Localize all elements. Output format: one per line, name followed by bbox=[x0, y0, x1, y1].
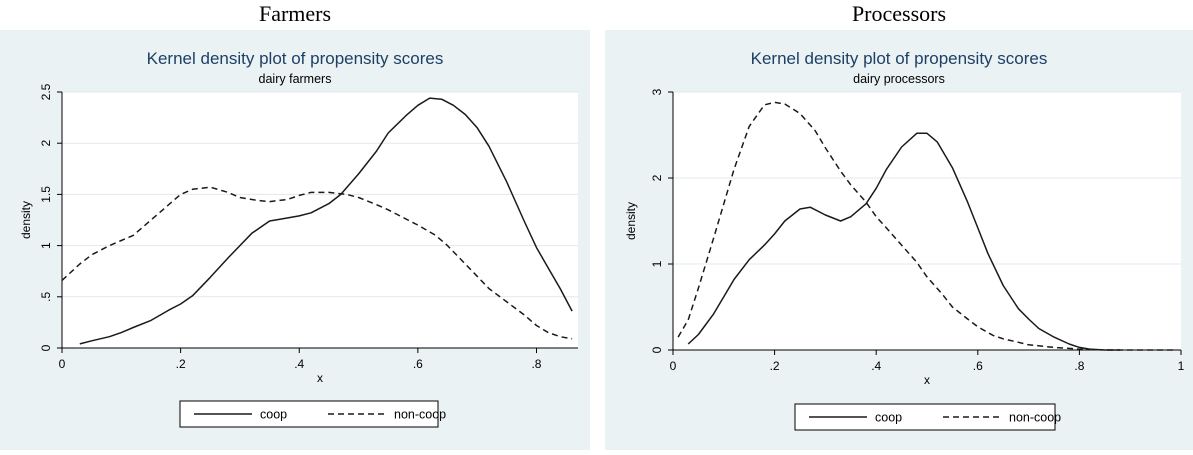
processors-legend-label-coop: coop bbox=[875, 411, 902, 425]
farmers-chart-svg: Kernel density plot of propensity scores… bbox=[0, 30, 590, 450]
farmers-x-tick-label: .4 bbox=[294, 357, 304, 371]
farmers-y-tick-label: 1.5 bbox=[39, 186, 53, 203]
farmers-plot-area bbox=[62, 92, 578, 348]
processors-y-tick-label: 1 bbox=[650, 260, 664, 267]
processors-legend-label-non-coop: non-coop bbox=[1009, 411, 1061, 425]
farmers-y-tick-label: 1 bbox=[39, 242, 53, 249]
farmers-x-tick-label: 0 bbox=[59, 357, 66, 371]
processors-x-tick-label: .2 bbox=[770, 359, 780, 373]
processors-x-tick-label: 0 bbox=[670, 359, 677, 373]
farmers-chart: Kernel density plot of propensity scores… bbox=[0, 30, 590, 450]
processors-x-tick-label: 1 bbox=[1178, 359, 1185, 373]
processors-x-tick-label: .4 bbox=[871, 359, 881, 373]
processors-x-tick-label: .6 bbox=[973, 359, 983, 373]
farmers-x-axis-label: x bbox=[317, 371, 323, 385]
processors-chart: Kernel density plot of propensity scores… bbox=[605, 30, 1193, 450]
farmers-x-tick-label: .8 bbox=[531, 357, 541, 371]
processors-y-tick-label: 3 bbox=[650, 88, 664, 95]
farmers-chart-subtitle: dairy farmers bbox=[259, 72, 332, 86]
processors-series-non-coop-line bbox=[677, 101, 1176, 351]
farmers-y-axis-label: density bbox=[19, 201, 33, 239]
processors-x-tick-label: .8 bbox=[1074, 359, 1084, 373]
farmers-panel-title: Farmers bbox=[258, 1, 332, 26]
farmers-chart-title: Kernel density plot of propensity scores bbox=[147, 49, 444, 68]
processors-panel-title: Processors bbox=[851, 1, 947, 26]
farmers-legend-label-coop: coop bbox=[260, 408, 287, 422]
processors-y-tick-label: 0 bbox=[650, 346, 664, 353]
processors-chart-title: Kernel density plot of propensity scores bbox=[751, 49, 1048, 68]
processors-chart-subtitle: dairy processors bbox=[853, 72, 945, 86]
processors-plot-area bbox=[673, 92, 1181, 350]
farmers-y-tick-label: .5 bbox=[39, 291, 53, 301]
farmers-series-non-coop-line bbox=[61, 186, 573, 340]
farmers-x-tick-label: .2 bbox=[176, 357, 186, 371]
farmers-y-tick-label: 2 bbox=[39, 140, 53, 147]
processors-x-axis-label: x bbox=[924, 373, 930, 387]
farmers-legend-label-non-coop: non-coop bbox=[394, 408, 446, 422]
farmers-y-tick-label: 2.5 bbox=[39, 83, 53, 100]
processors-y-axis-label: density bbox=[624, 202, 638, 240]
farmers-series-coop-line bbox=[79, 97, 573, 345]
processors-y-tick-label: 2 bbox=[650, 174, 664, 181]
processors-series-coop-line bbox=[687, 132, 1120, 351]
processors-chart-svg: Kernel density plot of propensity scores… bbox=[605, 30, 1193, 450]
farmers-y-tick-label: 0 bbox=[39, 344, 53, 351]
farmers-x-tick-label: .6 bbox=[413, 357, 423, 371]
